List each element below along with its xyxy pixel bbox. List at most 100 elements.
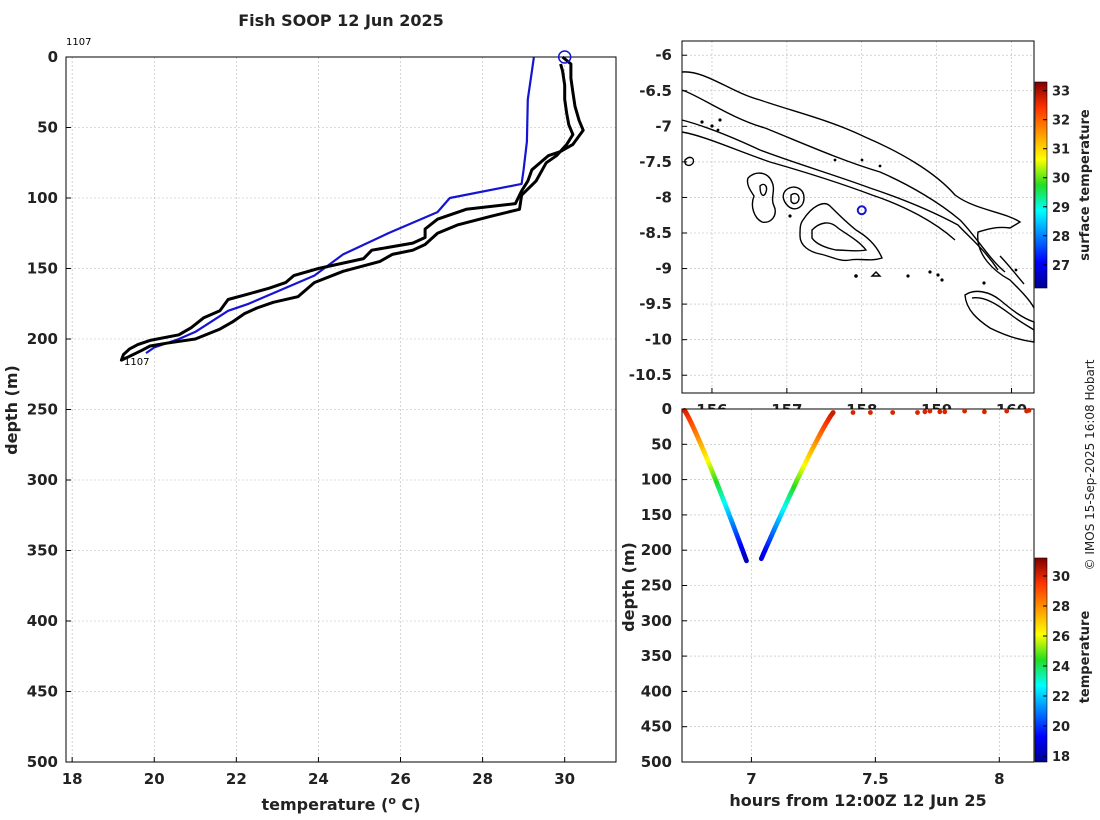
colorbar-tick-label: 32 bbox=[1052, 114, 1070, 129]
profile-tick-label-y: 400 bbox=[27, 612, 58, 630]
profile-tick-label-x: 26 bbox=[390, 770, 411, 788]
profile-tick-label-y: 100 bbox=[27, 189, 58, 207]
timeseries-surface-point bbox=[868, 410, 873, 415]
island-guadalcanal bbox=[799, 202, 883, 262]
timeseries-tick-label-y: 200 bbox=[641, 541, 672, 559]
map-y-ticks: -6 -6.5 -7 -7.5 -8 -8.5 -9 -9.5 -10 -10.5 bbox=[629, 46, 687, 384]
map-colorbar-label: surface temperature bbox=[1078, 109, 1093, 261]
profile-y-ticks: 0 50 100 150 200 250 300 350 400 450 500 bbox=[27, 48, 71, 771]
profile-tick-label-y: 0 bbox=[48, 48, 58, 66]
map-grid bbox=[682, 41, 1034, 393]
coast-contour-inner bbox=[681, 89, 1006, 273]
colorbar-tick-label: 30 bbox=[1052, 570, 1070, 585]
timeseries-x-axis-label: hours from 12:00Z 12 Jun 25 bbox=[729, 791, 986, 810]
map-coastline bbox=[681, 71, 1035, 343]
timeseries-tick-label-y: 250 bbox=[641, 577, 672, 595]
map-tick-label-y: -6 bbox=[655, 46, 672, 64]
timeseries-point bbox=[830, 410, 836, 415]
timeseries-tick-label-y: 350 bbox=[641, 647, 672, 665]
timeseries-surface-point bbox=[982, 409, 987, 415]
timeseries-surface-point bbox=[927, 408, 933, 414]
series-climatology bbox=[145, 56, 535, 355]
timeseries-tick-label-y: 300 bbox=[641, 612, 672, 630]
profile-grid bbox=[66, 56, 616, 763]
timeseries-surface-point bbox=[890, 410, 896, 415]
island-southeast-inner bbox=[971, 297, 1035, 331]
profile-id-top: 1107 bbox=[66, 37, 91, 48]
series-profile bbox=[119, 55, 585, 362]
timeseries-surface-point bbox=[1004, 408, 1010, 414]
timeseries-grid bbox=[682, 408, 1034, 763]
island-small-1 bbox=[684, 156, 695, 167]
timeseries-x-ticks: 7 7.5 8 bbox=[746, 757, 1005, 788]
coast-contour-outer bbox=[681, 71, 1035, 309]
map-tick-label-y: -6.5 bbox=[639, 82, 672, 100]
timeseries-surface-point bbox=[1026, 408, 1032, 413]
timeseries-tick-label-x: 7 bbox=[746, 770, 756, 788]
map-tick-label-y: -8.5 bbox=[639, 224, 672, 242]
profile-x-axis-label: temperature (o C) bbox=[261, 794, 420, 814]
timeseries-colorbar bbox=[1034, 557, 1048, 763]
map-tick-label-y: -8 bbox=[655, 188, 672, 206]
map-tick-label-y: -10 bbox=[645, 331, 672, 349]
timeseries-surface-point bbox=[922, 409, 928, 415]
colorbar-tick-label: 28 bbox=[1052, 230, 1070, 245]
map-islets bbox=[700, 118, 1018, 285]
colorbar-tick-label: 24 bbox=[1052, 660, 1070, 675]
timeseries-tick-label-y: 500 bbox=[641, 753, 672, 771]
credit-text: © IMOS 15-Sep-2025 16:08 Hobart bbox=[1083, 359, 1097, 570]
profile-axes-box bbox=[65, 56, 617, 763]
timeseries-y-ticks: 0 50 100 150 200 250 300 350 400 450 500 bbox=[641, 400, 687, 771]
profile-series bbox=[119, 50, 585, 362]
island-southeast bbox=[964, 290, 1035, 343]
profile-tick-label-y: 450 bbox=[27, 683, 58, 701]
profile-tick-label-y: 500 bbox=[27, 753, 58, 771]
profile-tick-label-y: 50 bbox=[37, 119, 58, 137]
profile-tick-label-y: 350 bbox=[27, 542, 58, 560]
colorbar-tick-label: 20 bbox=[1052, 720, 1070, 735]
island-guadalcanal-inner bbox=[811, 222, 868, 252]
island-west-inner bbox=[759, 183, 768, 197]
island-east-spur bbox=[999, 255, 1025, 285]
timeseries-colorbar-label: temperature bbox=[1078, 611, 1093, 704]
map-axes-box bbox=[681, 40, 1035, 394]
colorbar-tick-label: 30 bbox=[1052, 172, 1070, 187]
colorbar-tick-label: 31 bbox=[1052, 143, 1070, 158]
timeseries-points bbox=[682, 408, 1032, 564]
colorbar-tick-label: 22 bbox=[1052, 690, 1070, 705]
colorbar-tick-label: 26 bbox=[1052, 630, 1070, 645]
profile-tick-label-y: 300 bbox=[27, 471, 58, 489]
map-tick-label-y: -10.5 bbox=[629, 366, 672, 384]
colorbar-tick-label: 33 bbox=[1052, 85, 1070, 100]
map-profile-location bbox=[856, 205, 867, 216]
timeseries-tick-label-y: 150 bbox=[641, 506, 672, 524]
colorbar-tick-label: 18 bbox=[1052, 750, 1070, 765]
profile-tick-label-x: 18 bbox=[62, 770, 83, 788]
profile-tick-label-x: 22 bbox=[226, 770, 247, 788]
profile-id-bottom: 1107 bbox=[124, 357, 149, 368]
timeseries-y-axis-label: depth (m) bbox=[619, 542, 638, 632]
colorbar-tick-label: 27 bbox=[1052, 259, 1070, 274]
timeseries-tick-label-y: 100 bbox=[641, 471, 672, 489]
profile-tick-label-y: 150 bbox=[27, 260, 58, 278]
map-colorbar-ticks: 27 28 29 30 31 32 33 bbox=[1043, 85, 1070, 274]
island-central-ring bbox=[782, 186, 805, 210]
timeseries-surface-point bbox=[937, 409, 943, 415]
timeseries-tick-label-y: 400 bbox=[641, 682, 672, 700]
timeseries-tick-label-x: 8 bbox=[994, 770, 1004, 788]
timeseries-tick-label-y: 450 bbox=[641, 718, 672, 736]
map-tick-label-y: -9.5 bbox=[639, 295, 672, 313]
colorbar-tick-label: 29 bbox=[1052, 201, 1070, 216]
map-tick-label-y: -7.5 bbox=[639, 153, 672, 171]
map-colorbar bbox=[1034, 81, 1048, 289]
profile-tick-label-y: 200 bbox=[27, 330, 58, 348]
timeseries-surface-point bbox=[850, 410, 856, 415]
island-central-ring-inner bbox=[790, 192, 800, 205]
profile-tick-label-x: 24 bbox=[308, 770, 329, 788]
profile-tick-label-x: 20 bbox=[144, 770, 165, 788]
timeseries-surface-point bbox=[942, 409, 948, 415]
timeseries-surface-point bbox=[915, 410, 920, 415]
profile-y-axis-label: depth (m) bbox=[2, 365, 21, 455]
timeseries-tick-label-y: 0 bbox=[662, 400, 672, 418]
